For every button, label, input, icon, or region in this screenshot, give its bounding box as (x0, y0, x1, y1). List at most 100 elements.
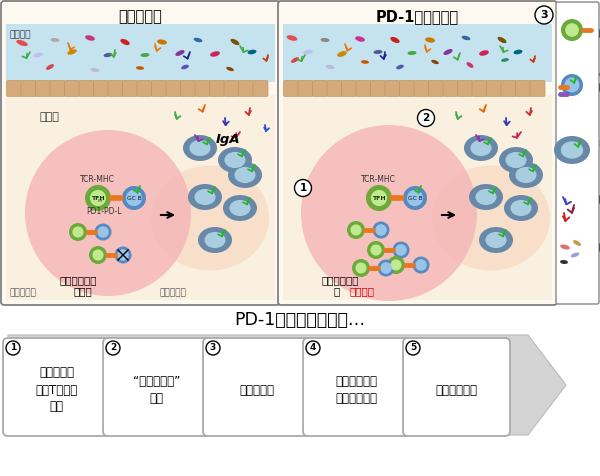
FancyBboxPatch shape (443, 80, 458, 97)
Text: の選択: の選択 (73, 286, 92, 296)
Ellipse shape (50, 38, 59, 42)
Circle shape (89, 246, 107, 264)
FancyBboxPatch shape (501, 80, 516, 97)
Text: IgA 抗体産生細胞: IgA 抗体産生細胞 (599, 140, 600, 149)
Ellipse shape (190, 140, 211, 156)
FancyBboxPatch shape (108, 80, 123, 97)
Ellipse shape (479, 227, 513, 253)
Circle shape (92, 249, 104, 260)
Ellipse shape (505, 152, 527, 168)
Ellipse shape (287, 35, 298, 41)
Text: 5: 5 (410, 344, 416, 353)
FancyBboxPatch shape (313, 80, 328, 97)
Text: GC B: GC B (407, 196, 422, 200)
Text: 細胞: 細胞 (599, 83, 600, 92)
Text: TFH: TFH (372, 196, 386, 200)
Ellipse shape (248, 50, 256, 54)
FancyBboxPatch shape (472, 80, 487, 97)
Ellipse shape (337, 51, 347, 57)
Circle shape (347, 221, 365, 239)
Ellipse shape (431, 60, 439, 64)
Text: 胚中心: 胚中心 (40, 112, 60, 122)
Ellipse shape (573, 240, 581, 246)
Ellipse shape (194, 38, 202, 42)
Circle shape (377, 259, 395, 277)
Circle shape (97, 226, 109, 238)
FancyBboxPatch shape (151, 80, 167, 97)
Text: 選択異常: 選択異常 (349, 286, 374, 296)
FancyBboxPatch shape (515, 80, 530, 97)
Circle shape (366, 185, 392, 211)
Ellipse shape (464, 135, 498, 161)
Circle shape (126, 190, 142, 206)
FancyBboxPatch shape (428, 80, 443, 97)
FancyBboxPatch shape (181, 80, 196, 97)
Circle shape (565, 78, 580, 92)
Text: PD1-PD-L: PD1-PD-L (86, 207, 121, 216)
FancyBboxPatch shape (224, 80, 239, 97)
Text: IgA: IgA (215, 133, 241, 147)
Ellipse shape (205, 232, 226, 248)
Circle shape (350, 224, 362, 236)
Ellipse shape (151, 166, 269, 270)
Text: PD-1欠損マウスでは…: PD-1欠損マウスでは… (235, 311, 365, 329)
Bar (283, 95, 552, 300)
Circle shape (373, 221, 389, 238)
Circle shape (117, 249, 129, 261)
Text: T$_{FH}$: 胚中心ヘル: T$_{FH}$: 胚中心ヘル (599, 13, 600, 26)
Ellipse shape (326, 65, 334, 69)
Text: 正常マウス: 正常マウス (119, 10, 163, 24)
Circle shape (352, 259, 370, 277)
FancyBboxPatch shape (253, 80, 268, 97)
FancyBboxPatch shape (403, 338, 510, 436)
Text: 3: 3 (540, 10, 548, 20)
Circle shape (415, 259, 427, 271)
FancyBboxPatch shape (298, 80, 313, 97)
Circle shape (395, 244, 407, 256)
Text: 粘膜固有層: 粘膜固有層 (160, 288, 187, 297)
Text: 2: 2 (110, 344, 116, 353)
Circle shape (535, 6, 553, 24)
FancyBboxPatch shape (371, 80, 386, 97)
Ellipse shape (157, 40, 167, 45)
Circle shape (367, 241, 385, 259)
Ellipse shape (443, 49, 452, 55)
Text: 抗体: 抗体 (599, 195, 600, 204)
Ellipse shape (361, 60, 369, 64)
Ellipse shape (374, 50, 382, 54)
FancyBboxPatch shape (303, 338, 410, 436)
Ellipse shape (91, 68, 100, 72)
Circle shape (206, 341, 220, 355)
Ellipse shape (46, 64, 54, 70)
Text: GC B: GC B (127, 196, 142, 200)
Ellipse shape (218, 147, 252, 173)
Bar (6, 95, 275, 300)
Text: 抗体産生細胞: 抗体産生細胞 (60, 275, 97, 285)
Circle shape (106, 341, 120, 355)
FancyBboxPatch shape (487, 80, 502, 97)
Ellipse shape (560, 245, 570, 249)
Text: TCR-MHC: TCR-MHC (80, 175, 115, 184)
Circle shape (375, 224, 387, 236)
Ellipse shape (181, 65, 189, 69)
Ellipse shape (230, 39, 239, 45)
Text: 3: 3 (210, 344, 216, 353)
Circle shape (6, 341, 20, 355)
Ellipse shape (501, 58, 509, 62)
Text: “出来の悪い”
抗体: “出来の悪い” 抗体 (133, 375, 180, 405)
Text: バイエル板: バイエル板 (10, 288, 37, 297)
Ellipse shape (515, 167, 536, 183)
Ellipse shape (104, 53, 112, 57)
Ellipse shape (497, 37, 506, 43)
Circle shape (85, 185, 111, 211)
Ellipse shape (499, 147, 533, 173)
Circle shape (406, 341, 420, 355)
FancyBboxPatch shape (166, 80, 181, 97)
FancyBboxPatch shape (3, 338, 110, 436)
Ellipse shape (16, 40, 28, 46)
Text: 悪玉菌増加: 悪玉菌増加 (239, 384, 274, 397)
FancyBboxPatch shape (278, 1, 557, 305)
Ellipse shape (571, 253, 579, 258)
Ellipse shape (485, 232, 506, 248)
Ellipse shape (85, 35, 95, 41)
